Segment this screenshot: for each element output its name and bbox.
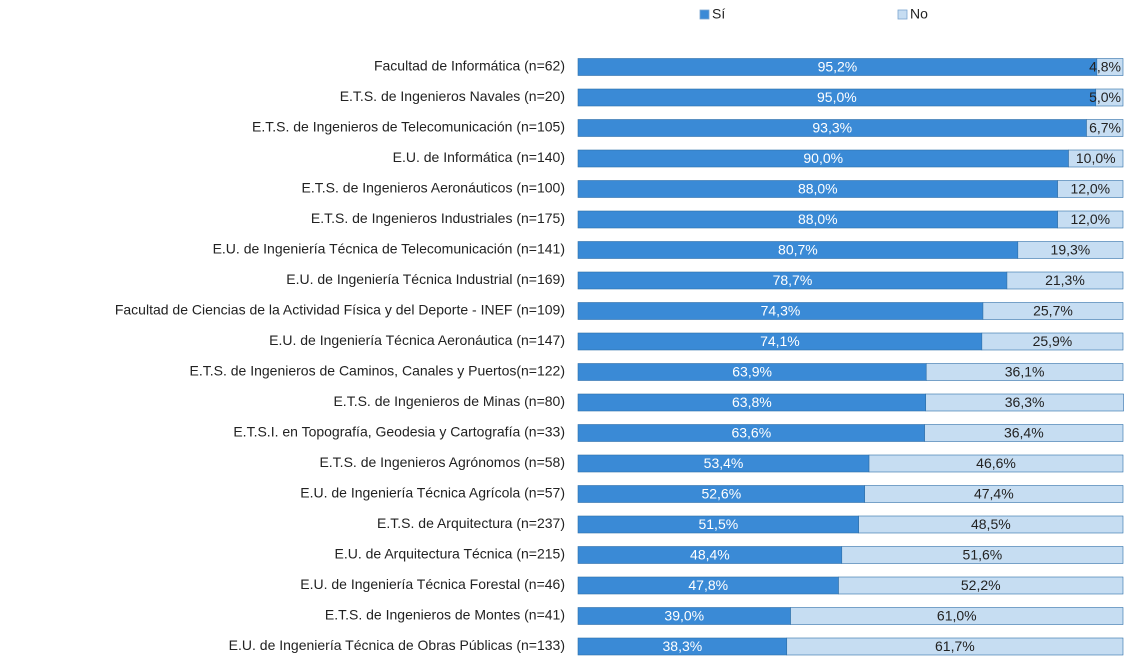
data-label: 5,0%	[1089, 89, 1121, 105]
bar-segment	[841, 546, 1124, 564]
category-label: Facultad de Ciencias de la Actividad Fís…	[115, 302, 565, 318]
data-label: 25,9%	[1033, 333, 1073, 349]
legend-swatch	[897, 9, 908, 20]
category-label: E.T.S. de Ingenieros Agrónomos (n=58)	[319, 454, 565, 470]
data-label: 48,4%	[690, 547, 730, 563]
data-label: 38,3%	[663, 638, 703, 654]
bar-segment	[858, 515, 1124, 534]
category-label: E.U. de Ingeniería Técnica Forestal (n=4…	[300, 576, 565, 592]
category-label: E.T.S. de Ingenieros Navales (n=20)	[340, 88, 565, 104]
data-label: 12,0%	[1070, 181, 1110, 197]
bar-segment	[1068, 149, 1124, 168]
category-label: E.T.S. de Arquitectura (n=237)	[377, 515, 565, 531]
bar-segment	[981, 332, 1124, 351]
bar-segment	[1057, 210, 1124, 229]
category-label: E.U. de Informática (n=140)	[393, 149, 565, 165]
bar-segment	[925, 393, 1124, 412]
category-label: E.T.S. de Ingenieros de Montes (n=41)	[325, 607, 565, 623]
data-label: 51,5%	[698, 516, 738, 532]
data-label: 36,3%	[1005, 394, 1045, 410]
bar-segment	[838, 576, 1124, 595]
data-label: 95,2%	[818, 59, 858, 75]
bar-segment	[1096, 58, 1124, 76]
data-label: 63,9%	[732, 364, 772, 380]
data-label: 48,5%	[971, 516, 1011, 532]
category-label: E.T.S. de Ingenieros de Minas (n=80)	[333, 393, 565, 409]
data-label: 12,0%	[1070, 211, 1110, 227]
bar-segment	[868, 454, 1124, 473]
category-label: E.U. de Ingeniería Técnica de Obras Públ…	[229, 637, 565, 653]
data-label: 95,0%	[817, 89, 857, 105]
data-label: 36,1%	[1005, 364, 1045, 380]
data-label: 90,0%	[803, 150, 843, 166]
data-label: 52,2%	[961, 577, 1001, 593]
category-label: E.T.S. de Ingenieros Industriales (n=175…	[311, 210, 565, 226]
data-label: 4,8%	[1089, 59, 1121, 75]
bar-segment	[1057, 180, 1124, 198]
data-label: 47,8%	[688, 577, 728, 593]
bar-segment	[982, 302, 1124, 320]
data-label: 39,0%	[664, 608, 704, 624]
category-label: E.T.S. de Ingenieros de Caminos, Canales…	[190, 363, 565, 379]
bar-segment	[864, 485, 1124, 503]
data-label: 19,3%	[1051, 242, 1091, 258]
bar-segment	[1095, 88, 1124, 107]
category-label: E.U. de Ingeniería Técnica de Telecomuni…	[213, 241, 565, 257]
data-label: 61,0%	[937, 608, 977, 624]
data-label: 74,1%	[760, 333, 800, 349]
legend-label: Sí	[712, 6, 725, 22]
data-label: 53,4%	[704, 455, 744, 471]
category-label: E.U. de Ingeniería Técnica Industrial (n…	[286, 271, 565, 287]
bar-segment	[925, 363, 1124, 381]
bar-segment	[1086, 119, 1124, 137]
category-label: E.U. de Ingeniería Técnica Aeronáutica (…	[269, 332, 565, 348]
data-label: 61,7%	[935, 638, 975, 654]
category-label: Facultad de Informática (n=62)	[374, 58, 565, 74]
data-label: 21,3%	[1045, 272, 1085, 288]
data-label: 52,6%	[701, 486, 741, 502]
data-label: 88,0%	[798, 211, 838, 227]
legend-label: No	[910, 6, 928, 22]
data-label: 88,0%	[798, 181, 838, 197]
bar-segment	[790, 607, 1124, 625]
data-label: 63,8%	[732, 394, 772, 410]
bar-segment	[1017, 241, 1124, 259]
category-label: E.T.S. de Ingenieros de Telecomunicación…	[252, 119, 565, 135]
category-label: E.U. de Ingeniería Técnica Agrícola (n=5…	[300, 485, 565, 501]
bar-segment	[924, 424, 1124, 442]
data-label: 51,6%	[963, 547, 1003, 563]
bar-segment	[786, 637, 1124, 656]
data-label: 10,0%	[1076, 150, 1116, 166]
data-label: 74,3%	[761, 303, 801, 319]
bar-segment	[1006, 271, 1124, 290]
legend-swatch	[699, 9, 710, 20]
category-label: E.T.S.I. en Topografía, Geodesia y Carto…	[233, 424, 565, 440]
data-label: 63,6%	[731, 425, 771, 441]
data-label: 25,7%	[1033, 303, 1073, 319]
data-label: 93,3%	[812, 120, 852, 136]
data-label: 80,7%	[778, 242, 818, 258]
category-label: E.T.S. de Ingenieros Aeronáuticos (n=100…	[302, 180, 565, 196]
data-label: 78,7%	[773, 272, 813, 288]
data-label: 46,6%	[976, 455, 1016, 471]
data-label: 47,4%	[974, 486, 1014, 502]
data-label: 36,4%	[1004, 425, 1044, 441]
category-label: E.U. de Arquitectura Técnica (n=215)	[335, 546, 565, 562]
data-label: 6,7%	[1089, 120, 1121, 136]
